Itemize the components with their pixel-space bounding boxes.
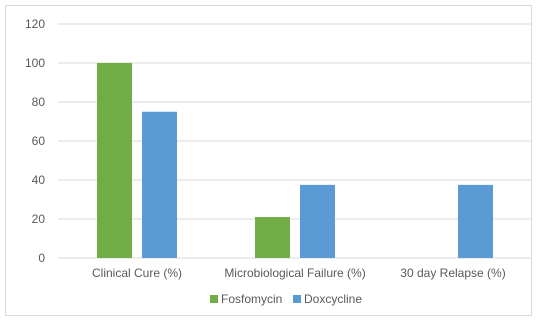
bar-doxcycline-0 <box>142 111 177 258</box>
legend-swatch-fosfomycin <box>210 295 218 303</box>
chart-frame <box>5 5 532 316</box>
y-tick-label: 0 <box>38 251 45 265</box>
y-tick-label: 80 <box>32 95 46 109</box>
legend-label-fosfomycin: Fosfomycin <box>221 292 282 306</box>
bar-doxcycline-1 <box>300 184 335 258</box>
x-category-label: 30 day Relapse (%) <box>400 266 505 280</box>
y-tick-label: 100 <box>25 56 45 70</box>
y-tick-label: 20 <box>32 212 46 226</box>
y-tick-label: 120 <box>25 17 45 31</box>
bar-fosfomycin-1 <box>255 217 290 258</box>
y-tick-label: 60 <box>32 134 46 148</box>
x-category-label: Microbiological Failure (%) <box>224 266 365 280</box>
y-tick-label: 40 <box>32 173 46 187</box>
bar-doxcycline-2 <box>458 184 493 258</box>
legend-label-doxcycline: Doxcycline <box>304 292 362 306</box>
bar-fosfomycin-0 <box>97 63 132 258</box>
legend-swatch-doxcycline <box>293 295 301 303</box>
x-category-label: Clinical Cure (%) <box>92 266 182 280</box>
